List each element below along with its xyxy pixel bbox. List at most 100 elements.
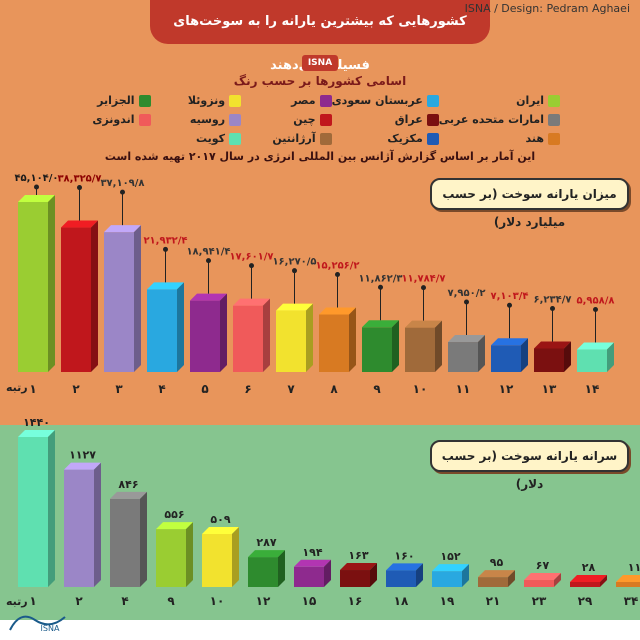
bar-front (276, 310, 306, 372)
rank-label: ۲۱ (486, 594, 501, 608)
bar-side (508, 570, 515, 587)
bar-top (294, 559, 331, 567)
bar-side (324, 559, 331, 587)
rank-label: ۱ (29, 594, 36, 608)
bar (61, 220, 98, 372)
top-bar-chart: ۴۵,۱۰۴/۰ ۱ ۳۸,۳۲۵/۷ ۲ ۳۷,۱۰۹/۸ ۳ ۲۱,۹۳۲/۴ ۴ ۱۸,۹… (14, 173, 614, 396)
bar-side (392, 320, 399, 372)
value-label: ۶۷ (536, 559, 550, 572)
bar-front (534, 348, 564, 372)
error-dot (77, 185, 82, 191)
bar (64, 462, 101, 587)
legend-label: مکزیک (387, 132, 423, 145)
rank-label: ۳۴ (624, 594, 639, 608)
rank-label: ۱۶ (348, 594, 363, 608)
rank-label: ۹ (373, 382, 381, 396)
footer-bar (0, 620, 640, 640)
bar (248, 550, 285, 587)
bar (448, 335, 485, 372)
error-dot (378, 284, 383, 290)
bar-side (278, 550, 285, 587)
value-label: ۱۹۴ (302, 546, 322, 559)
svg-text:ISNA: ISNA (41, 624, 60, 633)
bar-front (448, 342, 478, 372)
bar-side (134, 225, 141, 372)
bar-side (306, 303, 313, 372)
legend-swatch (426, 113, 439, 126)
bar (202, 526, 239, 587)
bar-top (340, 563, 377, 571)
bar-side (91, 220, 98, 372)
bar-top (18, 430, 55, 437)
bar-front (491, 345, 521, 372)
rank-label: ۵ (201, 382, 208, 396)
legend-swatch (138, 94, 151, 107)
bar-top (248, 550, 285, 558)
bar-top (64, 462, 101, 470)
legend-label: کویت (195, 132, 226, 145)
legend-item: عراق (332, 113, 439, 126)
bar-side (349, 307, 356, 372)
value-label: ۷,۹۵۰/۲ (448, 288, 486, 299)
rank-label: ۳ (115, 382, 123, 396)
value-label: ۱۶۳ (348, 549, 368, 562)
bar (110, 491, 147, 587)
bar-top (110, 491, 147, 499)
rank-label: ۲۹ (578, 594, 593, 608)
bottom-bar-chart: ۱۴۴۰ ۱ ۱۱۲۷ ۲ ۸۴۶ ۴ ۵۵۶ ۹ ۵۰۹ ۱۰ ۲۸۷ ۱۲ ۱۹۴ ۱۵ ۱۶۳ ۱۶ ۱۶… (18, 416, 640, 608)
error-dot (550, 306, 555, 312)
bar-front (110, 498, 140, 587)
bar-side (478, 335, 485, 372)
top-rank-label: رتبه (6, 381, 28, 394)
bar-side (48, 430, 55, 587)
value-label: ۱۶۰ (394, 549, 414, 562)
bar-front (577, 349, 607, 372)
top-chart-label: میزان یارانه سوخت (بر حسب میلیارد دلار) (430, 178, 629, 229)
value-label: ۱۴۴۰ (23, 416, 50, 429)
value-label: ۱۱ (628, 561, 640, 574)
value-label: ۱۱,۸۶۲/۳ (358, 273, 402, 284)
bar-front (294, 566, 324, 587)
bar (190, 293, 227, 372)
page-title: کشورهایی که بیشترین یارانه را به سوخت‌ها… (150, 0, 490, 73)
legend-item: اندونزی (60, 113, 151, 126)
legend-swatch (319, 94, 332, 107)
legend-label: هند (525, 132, 544, 145)
bar (340, 563, 377, 587)
value-label: ۵۵۶ (164, 508, 184, 521)
legend-item: ونزوئلا (151, 94, 242, 107)
value-label: ۸۴۶ (118, 478, 138, 491)
legend-item: الجزایر (60, 94, 151, 107)
bottom-rank-label: رتبه (6, 595, 28, 608)
bar (524, 573, 561, 587)
error-dot (34, 184, 39, 190)
legend-swatch (319, 113, 332, 126)
error-dot (593, 307, 598, 313)
rank-label: ۱۳ (542, 382, 557, 396)
bar-top (319, 307, 356, 315)
bar (156, 522, 193, 587)
bar (18, 195, 55, 372)
bar-front (524, 580, 554, 587)
bar (570, 575, 607, 587)
bar-front (18, 202, 48, 372)
bar-front (616, 582, 640, 587)
error-dot (120, 189, 125, 195)
bar-top (534, 341, 571, 349)
bottom-chart-label: سرانه یارانه سوخت (بر حسب دلار) (430, 440, 629, 491)
rank-label: ۱۵ (302, 594, 317, 608)
value-label: ۲۱,۹۳۲/۴ (143, 235, 187, 246)
value-label: ۱۱۲۷ (69, 449, 96, 462)
legend-swatch (426, 94, 439, 107)
bar-front (570, 582, 600, 587)
legend-item: روسیه (151, 113, 242, 126)
bar-top (202, 526, 239, 534)
legend-swatch (426, 132, 439, 145)
rank-label: ۴ (158, 382, 165, 396)
rank-label: ۹ (167, 594, 175, 608)
value-label: ۳۸,۳۲۵/۷ (57, 174, 101, 185)
bar-top (18, 195, 55, 202)
bar-front (405, 327, 435, 372)
bar-front (362, 327, 392, 372)
bar-top (276, 303, 313, 311)
